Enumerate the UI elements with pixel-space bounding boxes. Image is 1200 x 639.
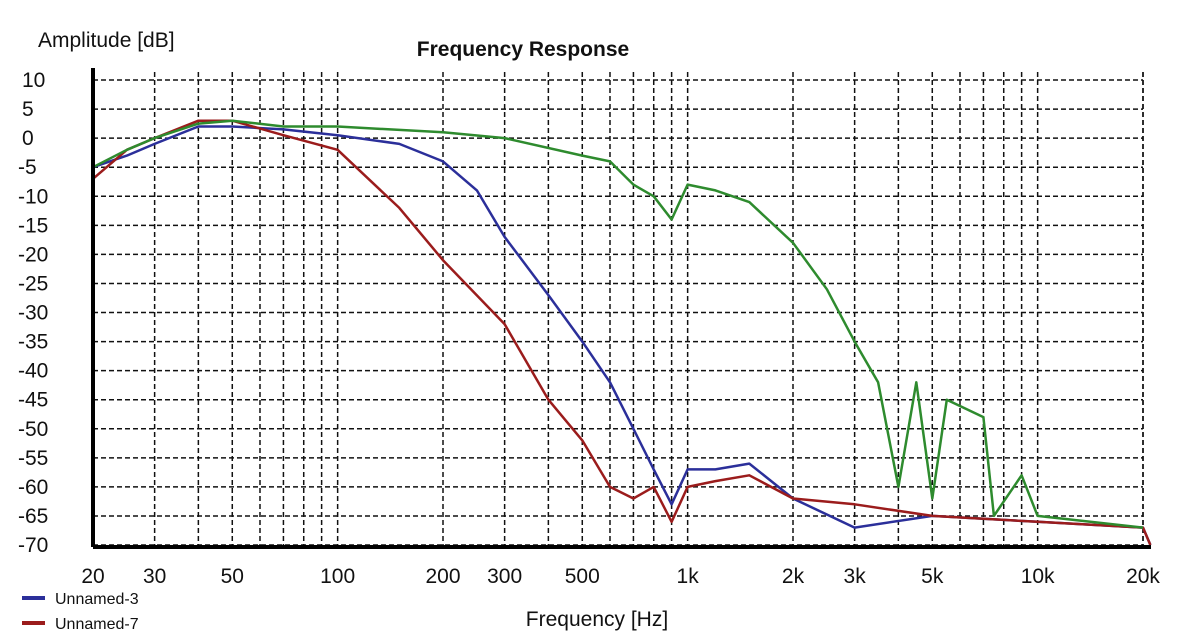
x-tick-label: 10k: [1021, 565, 1055, 588]
chart-title: Frequency Response: [417, 38, 629, 61]
x-tick-label: 20k: [1126, 565, 1160, 588]
x-tick-label: 1k: [677, 565, 700, 588]
y-tick-label: -65: [18, 505, 48, 528]
x-tick-label: 300: [487, 565, 522, 588]
series-line-unnamed-3: [92, 125, 1152, 546]
y-tick-label: -35: [18, 331, 48, 354]
x-tick-label: 30: [143, 565, 166, 588]
y-tick-label: 5: [22, 98, 34, 121]
grid: [92, 72, 1144, 546]
x-tick-label: 20: [81, 565, 104, 588]
x-axis-label: Frequency [Hz]: [526, 608, 668, 631]
y-axis-label: Amplitude [dB]: [38, 29, 175, 52]
y-tick-label: -5: [18, 156, 37, 179]
y-tick-label: -40: [18, 360, 48, 383]
series-line-unnamed-7: [92, 119, 1152, 546]
legend: Unnamed-3 Unnamed-7: [22, 591, 139, 633]
legend-label: Unnamed-3: [55, 591, 139, 608]
y-tick-label: -55: [18, 447, 48, 470]
legend-label: Unnamed-7: [55, 616, 139, 633]
y-tick-label: -45: [18, 389, 48, 412]
y-tick-label: -60: [18, 476, 48, 499]
y-tick-label: -10: [18, 185, 48, 208]
y-tick-label: -20: [18, 243, 48, 266]
y-tick-label: -50: [18, 418, 48, 441]
y-tick-label: -25: [18, 272, 48, 295]
y-tick-label: 10: [22, 69, 45, 92]
y-tick-label: 0: [22, 127, 34, 150]
x-tick-label: 3k: [844, 565, 867, 588]
x-tick-label: 50: [221, 565, 244, 588]
x-tick-label: 5k: [921, 565, 944, 588]
y-tick-label: -15: [18, 214, 48, 237]
x-tick-label: 2k: [782, 565, 805, 588]
y-tick-label: -30: [18, 302, 48, 325]
x-tick-label: 100: [320, 565, 355, 588]
x-tick-label: 500: [565, 565, 600, 588]
x-tick-label: 200: [425, 565, 460, 588]
series-line-series-3: [92, 119, 1144, 529]
y-tick-label: -70: [18, 534, 48, 557]
